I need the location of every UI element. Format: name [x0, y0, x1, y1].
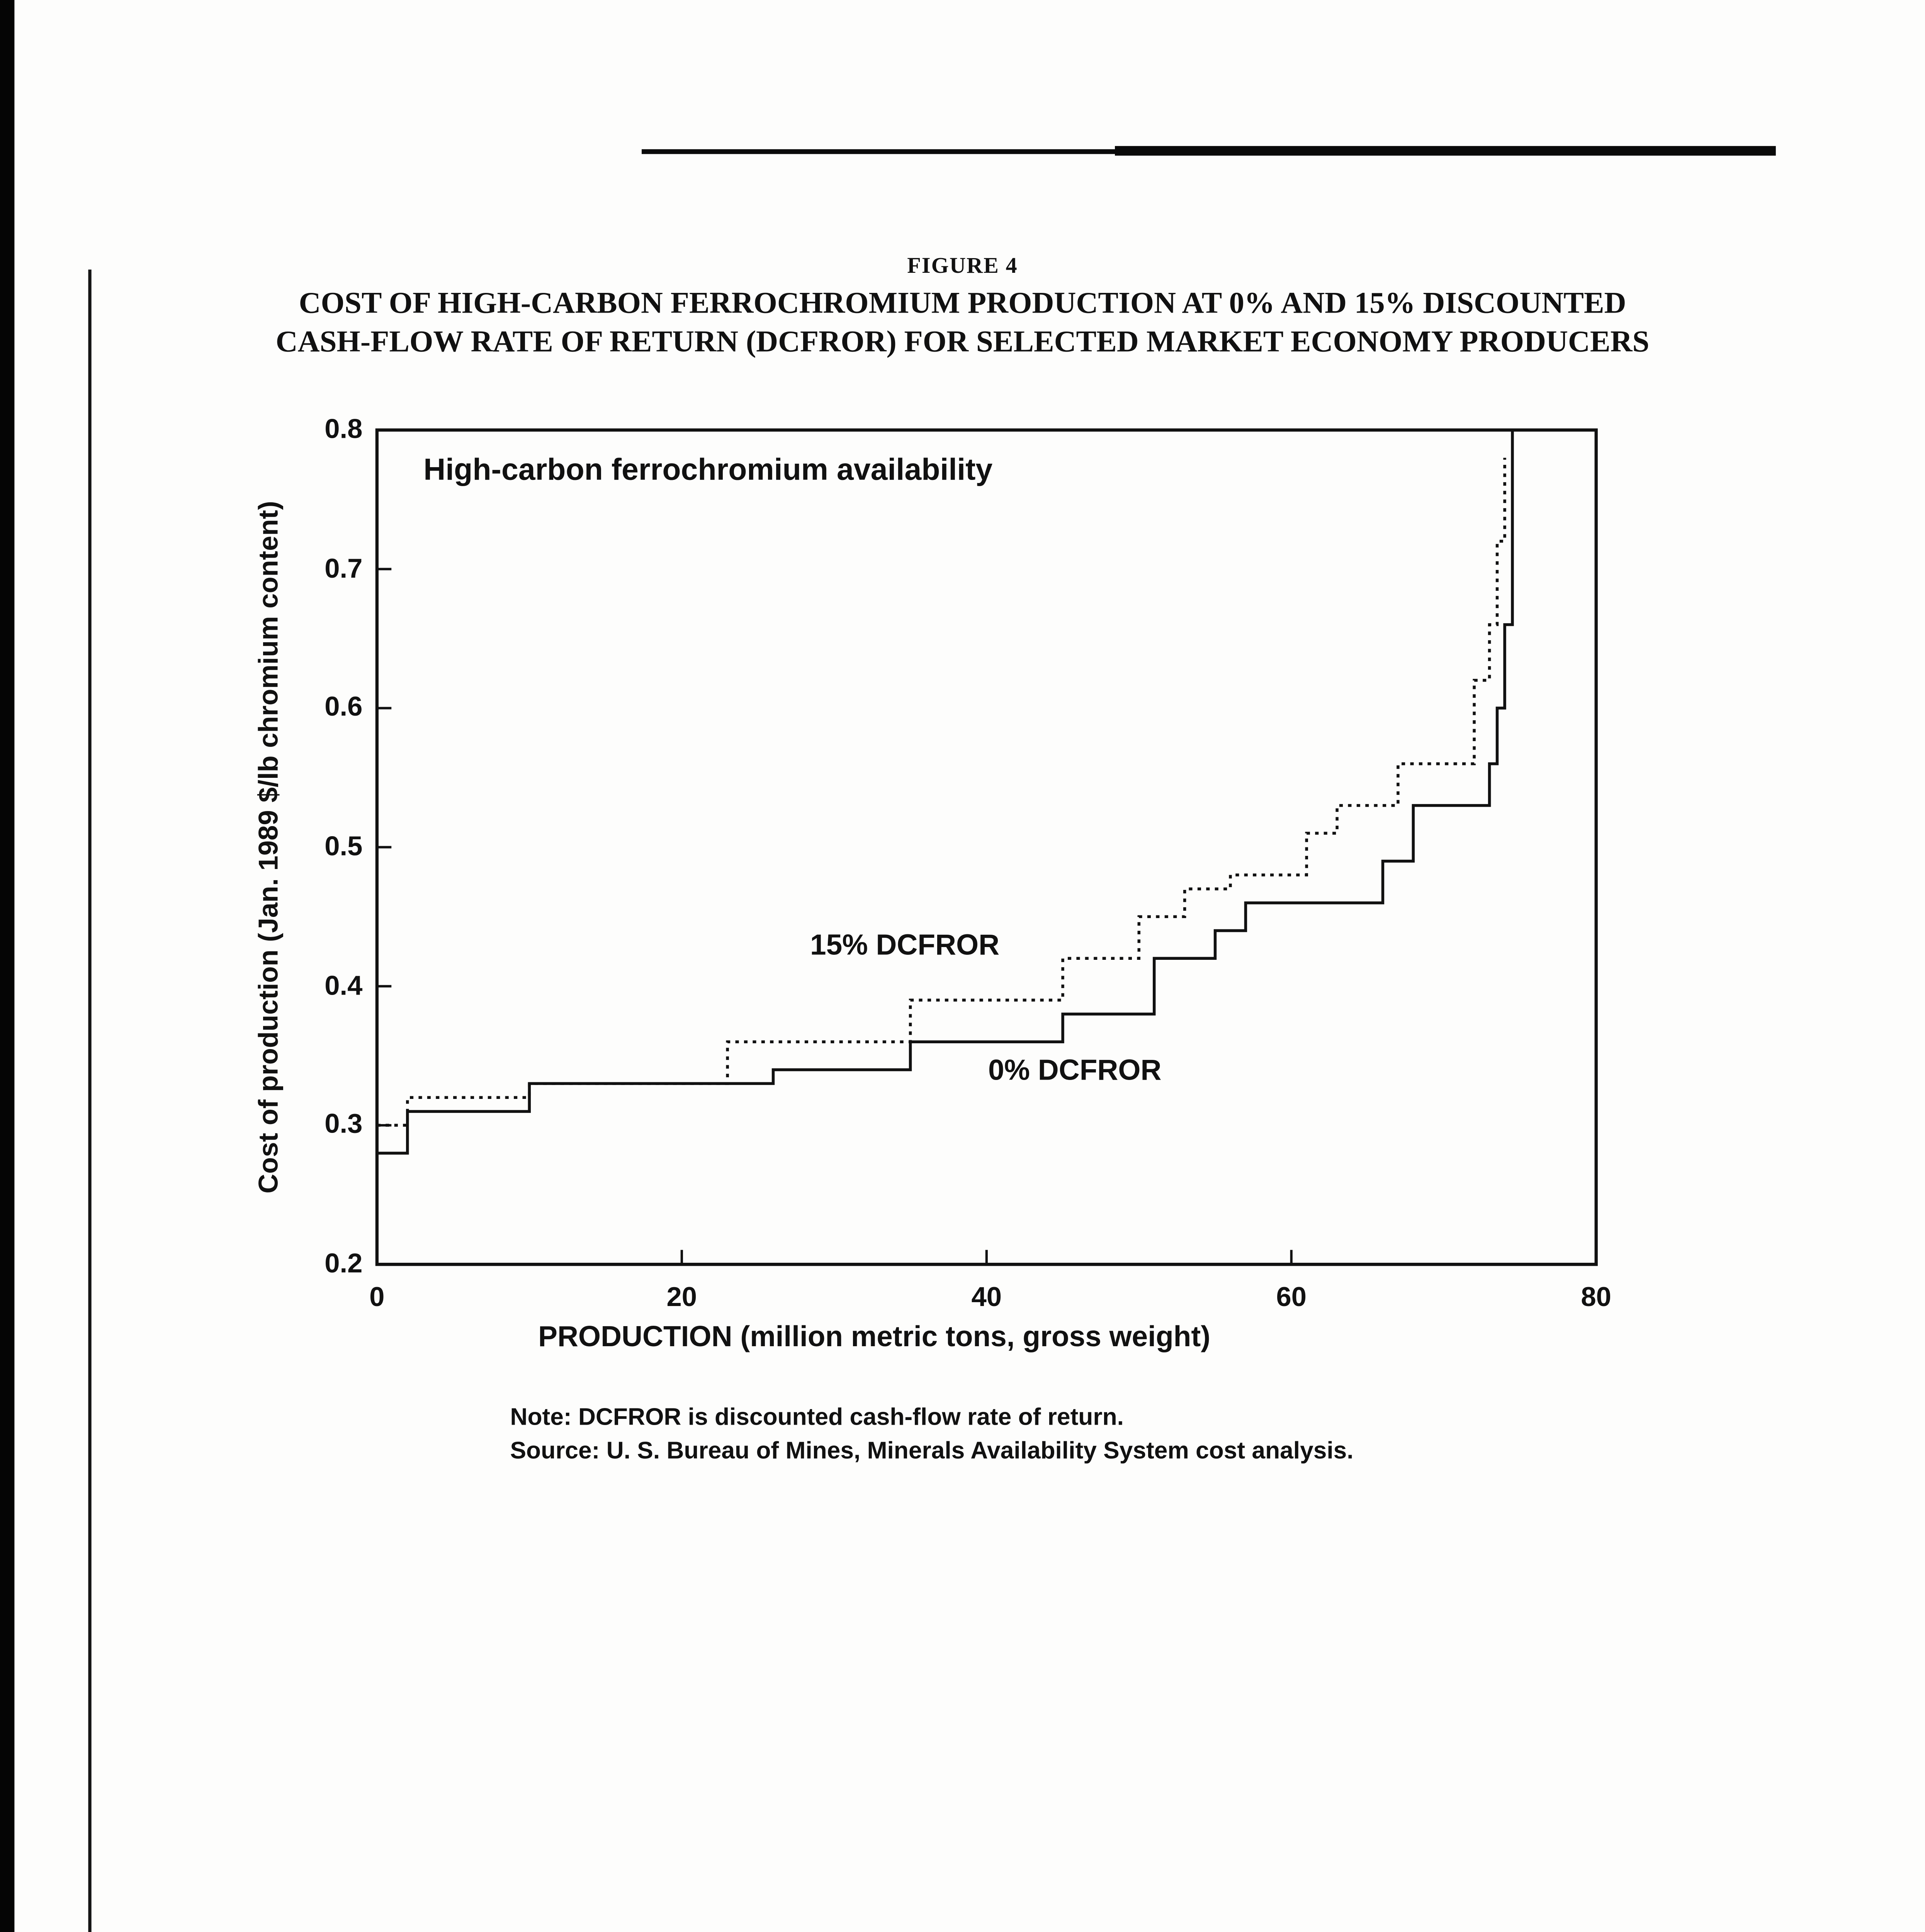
series-label-0pct-dcfror: 0% DCFROR	[988, 1054, 1162, 1087]
chart-inner-title: High-carbon ferrochromium availability	[423, 454, 993, 488]
note-block: Note: DCFROR is discounted cash-flow rat…	[510, 1401, 1353, 1468]
series-label-15pct-dcfror: 15% DCFROR	[810, 929, 1000, 961]
figure-label: FIGURE 4	[907, 255, 1018, 279]
figure-title-line1: COST OF HIGH-CARBON FERROCHROMIUM PRODUC…	[299, 287, 1626, 321]
x-tick-label: 20	[666, 1282, 697, 1313]
y-tick-label: 0.4	[325, 971, 363, 1002]
x-tick-label: 0	[369, 1282, 385, 1313]
y-tick-label: 0.3	[325, 1109, 363, 1139]
x-axis-label: PRODUCTION (million metric tons, gross w…	[538, 1320, 1211, 1353]
page-left-rule	[88, 269, 92, 1932]
y-tick-label: 0.2	[325, 1248, 363, 1279]
note-line: Note: DCFROR is discounted cash-flow rat…	[510, 1404, 1124, 1432]
x-tick-label: 60	[1276, 1282, 1307, 1313]
x-tick-label: 40	[971, 1282, 1002, 1313]
y-tick-label: 0.7	[325, 553, 363, 584]
scan-edge-strip	[0, 0, 15, 1932]
y-tick-label: 0.6	[325, 691, 363, 722]
series-line-1	[377, 457, 1506, 1127]
scan-top-rule-thick	[1115, 146, 1776, 156]
y-axis-label: Cost of production (Jan. 1989 $/lb chrom…	[253, 501, 284, 1194]
x-tick-label: 80	[1581, 1282, 1611, 1313]
y-tick-label: 0.8	[325, 414, 363, 445]
y-tick-label: 0.5	[325, 831, 363, 862]
source-line: Source: U. S. Bureau of Mines, Minerals …	[510, 1437, 1354, 1465]
series-line-0	[377, 430, 1514, 1155]
figure-title-line2: CASH-FLOW RATE OF RETURN (DCFROR) FOR SE…	[275, 325, 1650, 360]
scan-top-rule-thin	[642, 149, 1123, 154]
plot-frame	[375, 428, 1598, 1266]
